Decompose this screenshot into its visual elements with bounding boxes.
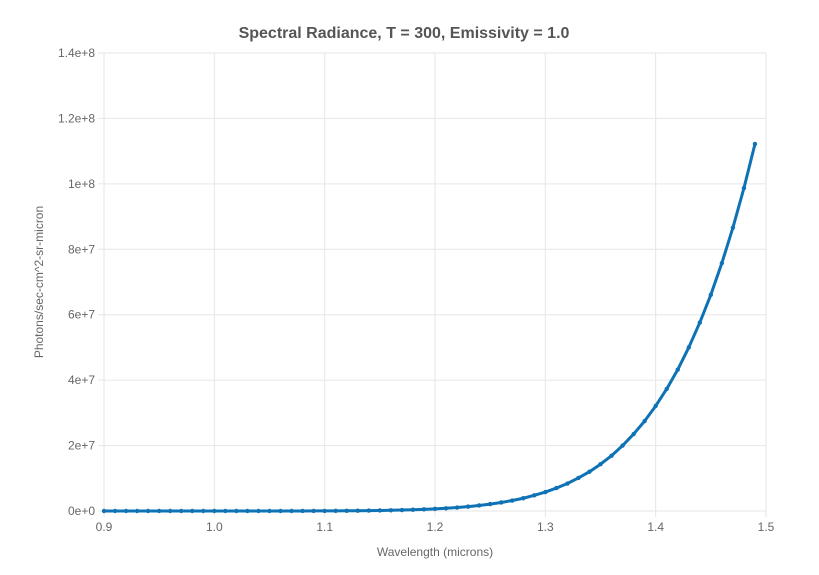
data-point bbox=[278, 508, 283, 514]
x-tick-label: 1.0 bbox=[206, 520, 223, 534]
data-point bbox=[554, 485, 559, 491]
data-point bbox=[134, 508, 140, 514]
data-point bbox=[642, 418, 647, 424]
y-tick-label: 1e+8 bbox=[68, 177, 95, 191]
x-tick-label: 1.2 bbox=[427, 520, 444, 534]
series-line bbox=[102, 142, 757, 513]
data-point bbox=[609, 453, 614, 458]
data-point bbox=[708, 292, 714, 297]
data-point bbox=[476, 503, 482, 508]
data-point bbox=[123, 508, 129, 514]
x-axis-label: Wavelength (microns) bbox=[377, 545, 493, 559]
data-point bbox=[201, 508, 206, 514]
x-tick-label: 0.9 bbox=[96, 520, 113, 534]
data-point bbox=[521, 496, 526, 501]
grid bbox=[98, 52, 767, 517]
data-point bbox=[421, 507, 427, 512]
data-point bbox=[598, 462, 603, 467]
data-point bbox=[410, 507, 416, 512]
y-axis-label: Photons/sec-cm^2-sr-micron bbox=[32, 206, 46, 358]
y-tick-label: 6e+7 bbox=[68, 308, 95, 322]
y-ticks: 0e+0 2e+7 4e+7 6e+7 8e+7 1e+8 1.2e+8 1.4e+8 bbox=[58, 46, 95, 518]
data-point bbox=[300, 508, 305, 514]
data-point bbox=[510, 498, 515, 503]
data-point bbox=[344, 508, 349, 514]
data-point bbox=[388, 508, 394, 513]
x-tick-label: 1.1 bbox=[316, 520, 333, 534]
y-tick-label: 1.4e+8 bbox=[58, 46, 95, 60]
data-point bbox=[719, 260, 725, 266]
data-point bbox=[741, 185, 747, 191]
data-point bbox=[487, 501, 493, 507]
data-point bbox=[156, 508, 162, 514]
x-tick-label: 1.3 bbox=[537, 520, 554, 534]
data-point bbox=[675, 367, 680, 372]
data-point bbox=[322, 508, 327, 514]
data-point bbox=[631, 431, 636, 437]
data-point bbox=[190, 508, 195, 514]
data-point bbox=[223, 508, 228, 514]
y-tick-label: 2e+7 bbox=[68, 439, 95, 453]
data-point bbox=[465, 504, 471, 509]
y-tick-label: 8e+7 bbox=[68, 242, 95, 256]
y-tick-label: 1.2e+8 bbox=[58, 111, 95, 125]
data-point bbox=[355, 508, 360, 513]
data-point bbox=[168, 508, 173, 514]
data-point bbox=[366, 508, 371, 513]
data-point bbox=[212, 508, 217, 514]
data-point bbox=[432, 506, 438, 512]
data-point bbox=[576, 475, 581, 481]
data-point bbox=[565, 481, 570, 486]
data-point bbox=[311, 508, 316, 514]
data-point bbox=[245, 508, 250, 514]
data-point bbox=[620, 443, 625, 448]
data-point bbox=[234, 508, 239, 514]
data-point bbox=[101, 508, 107, 514]
data-point bbox=[752, 141, 758, 147]
data-point bbox=[377, 508, 383, 513]
data-point bbox=[443, 506, 449, 511]
data-point bbox=[333, 508, 338, 514]
data-point bbox=[145, 508, 151, 514]
data-point bbox=[256, 508, 261, 514]
data-point bbox=[686, 345, 691, 350]
data-point bbox=[653, 403, 658, 409]
data-points bbox=[101, 141, 758, 514]
x-ticks: 0.9 1.0 1.1 1.2 1.3 1.4 1.5 bbox=[96, 520, 775, 534]
data-point bbox=[664, 386, 669, 392]
data-point bbox=[587, 469, 592, 474]
data-point bbox=[112, 508, 118, 514]
data-point bbox=[543, 489, 548, 495]
y-tick-label: 0e+0 bbox=[68, 504, 95, 518]
data-point bbox=[399, 507, 405, 513]
data-point bbox=[454, 505, 460, 510]
x-tick-label: 1.4 bbox=[647, 520, 664, 534]
data-point bbox=[697, 320, 702, 325]
x-tick-label: 1.5 bbox=[758, 520, 775, 534]
data-point bbox=[730, 225, 736, 230]
data-point bbox=[532, 493, 537, 498]
data-point bbox=[289, 508, 294, 514]
data-point bbox=[179, 508, 184, 514]
y-tick-label: 4e+7 bbox=[68, 373, 95, 387]
data-point bbox=[499, 500, 504, 505]
data-point bbox=[267, 508, 272, 514]
chart-title: Spectral Radiance, T = 300, Emissivity =… bbox=[239, 25, 570, 42]
